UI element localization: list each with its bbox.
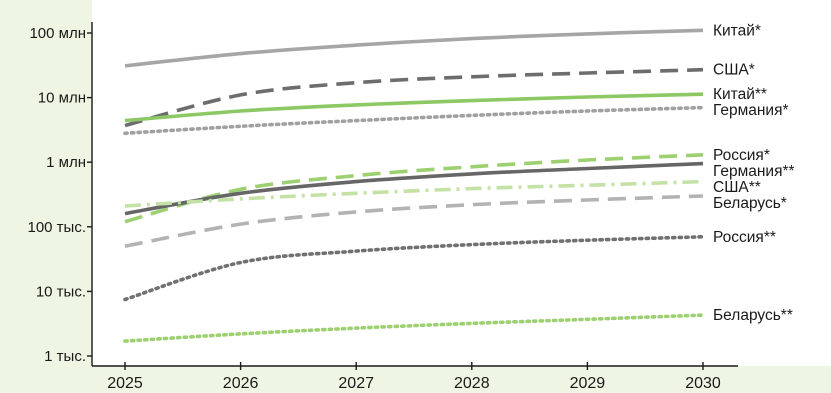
axes-layer: 1 тыс. 10 тыс. 100 тыс. 1 млн 10 млн 100 млн 2… [27,22,738,392]
series-layer [123,28,705,343]
y-tick-label: 1 млн [46,154,86,171]
series-line-3 [124,92,704,123]
series-label: Россия** [713,229,776,246]
series-label: США** [713,179,761,196]
series-labels: Китай* США* Китай**Германия* Россия*Германи… [713,22,795,324]
series-label: Германия** [713,163,795,180]
series-label: Беларусь** [713,307,793,324]
series-line-7 [124,179,704,208]
x-tick-label: 2030 [685,375,721,392]
x-tick-label: 2025 [107,375,143,392]
series-label: США* [713,62,755,79]
series-label: Беларусь* [713,195,787,212]
x-tick-label: 2026 [223,375,259,392]
series-label: Китай** [713,86,767,103]
x-tick-label: 2029 [570,375,606,392]
series-line-10 [123,313,705,343]
y-tick-label: 100 млн [29,25,86,42]
series-line-6 [124,161,704,216]
x-tick-label: 2027 [338,375,374,392]
series-label: Россия* [713,147,770,164]
x-tick-label: 2028 [454,375,490,392]
series-label: Китай* [713,22,761,39]
series-line-4 [123,105,705,136]
y-tick-label: 10 млн [38,90,86,107]
series-line-9 [123,235,705,302]
plot-area-background [92,0,831,366]
y-tick-label: 1 тыс. [44,348,86,365]
series-label: Германия* [713,102,789,119]
y-tick-label: 100 тыс. [27,219,86,236]
y-tick-label: 10 тыс. [36,283,86,300]
series-line-1 [124,28,704,68]
